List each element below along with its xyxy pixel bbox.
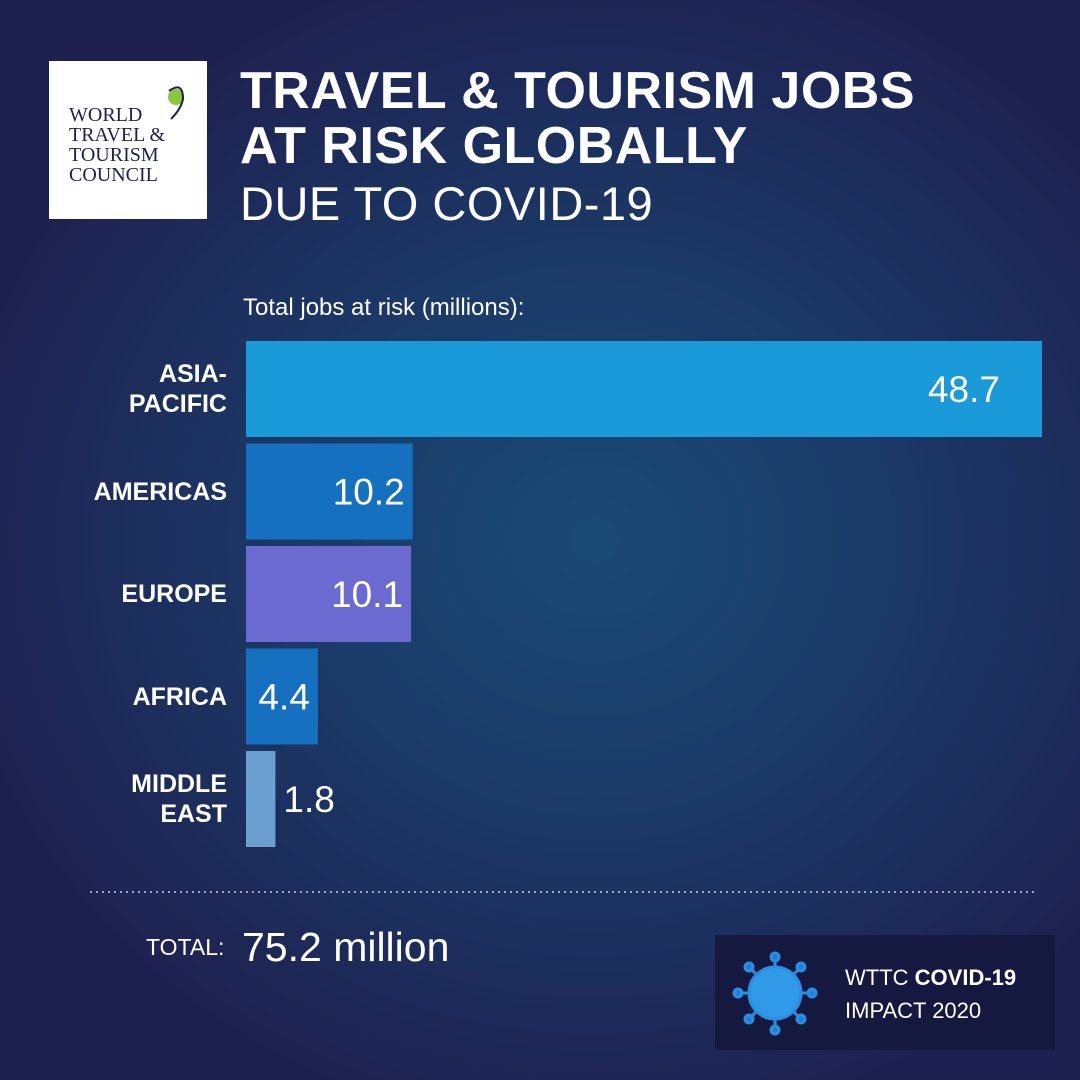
value-label: 1.8 (283, 779, 334, 820)
badge-line: IMPACT 2020 (845, 998, 982, 1023)
category-label: AFRICA (132, 682, 227, 711)
value-label: 48.7 (928, 369, 1000, 410)
chart-title: TRAVEL & TOURISM JOBS AT RISK GLOBALLY (240, 62, 916, 175)
logo-line: COUNCIL (69, 164, 158, 186)
bar (246, 443, 413, 540)
total-value: 75.2 million (242, 924, 450, 970)
logo-line: TRAVEL & (69, 124, 166, 146)
category-label: ASIA-PACIFIC (128, 360, 227, 418)
badge-prefix: WTTC (845, 965, 909, 990)
badge-highlight: COVID-19 (914, 965, 1017, 990)
logo: WORLD TRAVEL & TOURISM COUNCIL (49, 61, 207, 219)
logo-text: WORLD TRAVEL & TOURISM COUNCIL (69, 105, 165, 185)
value-label: 10.1 (331, 574, 403, 615)
chart-subtitle: DUE TO COVID-19 (240, 177, 654, 230)
category-label: MIDDLE EAST (131, 770, 227, 828)
value-label: 10.2 (333, 472, 405, 513)
logo-line: WORLD (69, 104, 143, 126)
bar (246, 341, 1042, 437)
logo-line: TOURISM (69, 144, 159, 166)
value-label: 4.4 (258, 677, 309, 718)
bar (246, 648, 318, 745)
bar (246, 751, 276, 847)
total-label: TOTAL: (146, 934, 225, 960)
badge-line: WTTC COVID-19 (845, 965, 1016, 991)
logo-mark (168, 86, 185, 120)
category-label: EUROPE (121, 580, 227, 608)
category-label: AMERICAS (93, 477, 227, 506)
badge: WTTC COVID-19 IMPACT 2020 (715, 935, 1055, 1050)
virus-icon (732, 951, 818, 1036)
bar (246, 546, 412, 642)
axis-label: Total jobs at risk (millions): (243, 294, 525, 321)
